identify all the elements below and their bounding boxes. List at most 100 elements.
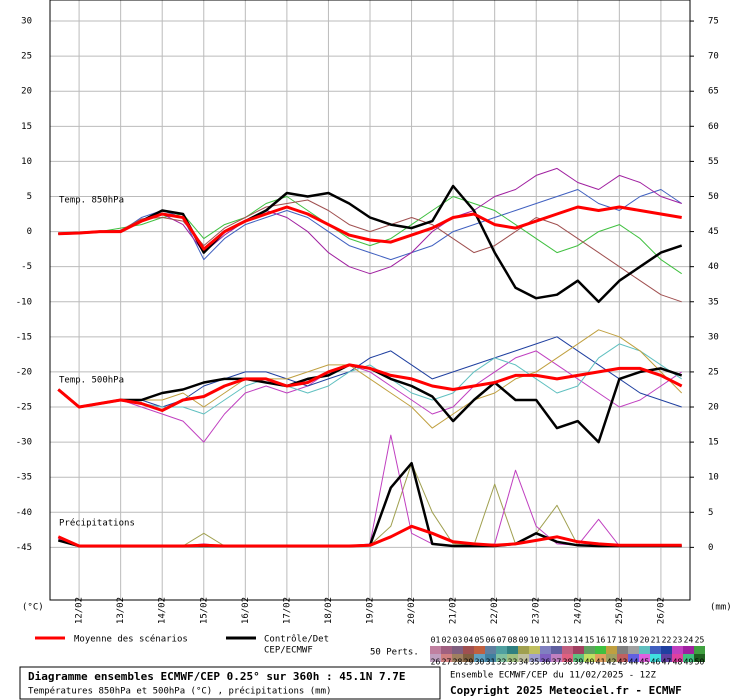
- member-label: 35: [530, 658, 540, 667]
- y2-tick-label: 60: [708, 122, 719, 132]
- y-tick-label: -40: [16, 508, 32, 518]
- member-label: 49: [684, 658, 694, 667]
- y-tick-label: -5: [21, 262, 32, 272]
- member-swatch: [474, 646, 485, 654]
- x-tick-label: 20/02: [407, 597, 417, 624]
- mean-line: [57, 363, 683, 412]
- member-label: 21: [651, 636, 661, 645]
- y2-tick-label: 20: [708, 403, 719, 413]
- run-info: Ensemble ECMWF/CEP du 11/02/2025 - 12Z: [450, 671, 656, 681]
- y2-tick-label: 35: [708, 297, 719, 307]
- y2-tick-label: 70: [708, 52, 719, 62]
- member-label: 15: [585, 636, 595, 645]
- member-label: 05: [475, 636, 485, 645]
- member-label: 31: [486, 658, 496, 667]
- y2-tick-label: 40: [708, 262, 719, 272]
- member-label: 03: [453, 636, 463, 645]
- member-swatch: [518, 654, 529, 662]
- copyright: Copyright 2025 Meteociel.fr - ECMWF: [450, 684, 682, 697]
- member-swatch: [441, 654, 452, 662]
- member-swatch: [507, 646, 518, 654]
- member-label: 36: [541, 658, 551, 667]
- member-swatch: [672, 654, 683, 662]
- y2-tick-label: 15: [708, 438, 719, 448]
- member-label: 28: [453, 658, 463, 667]
- member-swatch: [430, 654, 441, 662]
- x-tick-label: 15/02: [199, 597, 209, 624]
- member-label: 42: [607, 658, 617, 667]
- y-tick-label: 15: [21, 122, 32, 132]
- x-tick-label: 21/02: [449, 597, 459, 624]
- member-swatch: [584, 646, 595, 654]
- member-swatch: [606, 654, 617, 662]
- member-label: 12: [552, 636, 562, 645]
- y-tick-label: 20: [21, 87, 32, 97]
- member-swatch: [496, 654, 507, 662]
- member-label: 41: [596, 658, 606, 667]
- plot-frame: [49, 0, 691, 601]
- x-tick-label: 25/02: [615, 597, 625, 624]
- member-label: 14: [574, 636, 584, 645]
- legend-members-label: 50 Perts.: [370, 648, 419, 658]
- member-swatch: [562, 654, 573, 662]
- member-label: 11: [541, 636, 551, 645]
- member-swatch: [650, 646, 661, 654]
- plot: [57, 167, 683, 548]
- member-label: 26: [431, 658, 441, 667]
- member-label: 38: [563, 658, 573, 667]
- member-label: 37: [552, 658, 562, 667]
- member-label: 48: [673, 658, 683, 667]
- x-tick-label: 18/02: [324, 597, 334, 624]
- x-tick-label: 16/02: [241, 597, 251, 624]
- y2-tick-label: 45: [708, 227, 719, 237]
- member-label: 40: [585, 658, 595, 667]
- y-tick-label: -30: [16, 438, 32, 448]
- y-tick-label: 25: [21, 52, 32, 62]
- member-label: 23: [673, 636, 683, 645]
- y2-tick-label: 55: [708, 157, 719, 167]
- member-swatch: [595, 646, 606, 654]
- member-swatch: [430, 646, 441, 654]
- x-tick-label: 22/02: [490, 597, 500, 624]
- member-swatch: [617, 654, 628, 662]
- chart-subtitle: Températures 850hPa et 500hPa (°C) , pré…: [28, 686, 331, 697]
- member-swatch: [507, 654, 518, 662]
- member-label: 09: [519, 636, 529, 645]
- member-label: 33: [508, 658, 518, 667]
- member-swatch: [463, 646, 474, 654]
- member-swatch: [496, 646, 507, 654]
- member-swatch: [606, 646, 617, 654]
- member-swatch: [694, 654, 705, 662]
- perturbation-line: [58, 199, 682, 303]
- member-label: 44: [629, 658, 639, 667]
- member-swatch: [562, 646, 573, 654]
- member-swatch: [661, 654, 672, 662]
- member-swatch: [672, 646, 683, 654]
- member-swatch: [551, 654, 562, 662]
- member-swatch: [584, 654, 595, 662]
- y-tick-label: 0: [27, 227, 32, 237]
- perturbation-line: [57, 343, 682, 415]
- member-label: 01: [431, 636, 441, 645]
- member-label: 04: [464, 636, 474, 645]
- x-tick-label: 26/02: [656, 597, 666, 624]
- member-swatch: [639, 646, 650, 654]
- member-swatch: [441, 646, 452, 654]
- x-tick-label: 12/02: [75, 597, 85, 624]
- member-label: 10: [530, 636, 540, 645]
- legend-control-label: Contrôle/Det: [264, 634, 329, 645]
- member-swatch: [485, 646, 496, 654]
- member-label: 18: [618, 636, 628, 645]
- member-swatch: [661, 646, 672, 654]
- y2-tick-label: 65: [708, 87, 719, 97]
- panel-label: Temp. 500hPa: [59, 376, 124, 386]
- x-tick-label: 24/02: [573, 597, 583, 624]
- member-label: 25: [695, 636, 705, 645]
- member-swatch: [683, 654, 694, 662]
- y-tick-label: -35: [16, 473, 32, 483]
- x-tick-label: 14/02: [158, 597, 168, 624]
- member-label: 45: [640, 658, 650, 667]
- x-tick-label: 19/02: [366, 597, 376, 624]
- y-tick-label: 5: [27, 192, 32, 202]
